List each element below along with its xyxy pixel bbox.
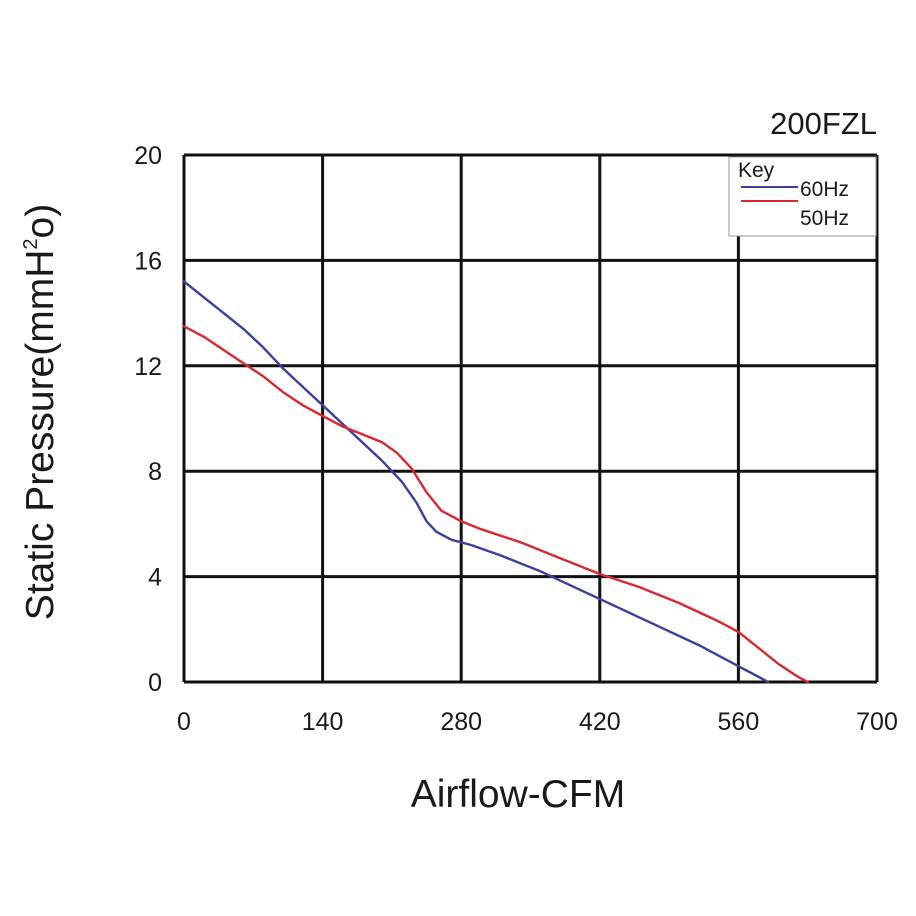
x-tick-label: 420 <box>579 708 621 736</box>
x-tick-label: 280 <box>440 708 482 736</box>
x-tick-label: 0 <box>177 708 191 736</box>
y-axis-label-main: Static Pressure(mmH <box>19 250 62 621</box>
y-tick-label: 4 <box>148 564 162 592</box>
x-axis-label: Airflow-CFM <box>411 773 625 816</box>
y-tick-label: 20 <box>134 142 162 170</box>
y-axis-label-sup: 2 <box>20 239 42 250</box>
series-line-50hz <box>182 325 809 684</box>
y-axis-label-end: o) <box>19 204 62 239</box>
series-layer <box>182 280 809 684</box>
y-tick-label: 0 <box>148 669 162 697</box>
legend-label-50hz: 50Hz <box>800 207 849 230</box>
y-tick-label: 12 <box>134 353 162 381</box>
legend-label-60hz: 60Hz <box>800 178 849 201</box>
y-tick-label: 16 <box>134 247 162 275</box>
tick-labels: 0 140 280 420 560 700 0 4 8 12 16 20 <box>134 142 898 736</box>
chart-title: 200FZL <box>770 106 877 141</box>
series-line-60hz <box>182 280 770 684</box>
legend-box <box>728 156 877 237</box>
x-tick-label: 140 <box>302 708 344 736</box>
legend: Key 60Hz 50Hz <box>728 156 877 237</box>
y-tick-label: 8 <box>148 458 162 486</box>
legend-title: Key <box>738 159 775 182</box>
grid <box>182 153 879 684</box>
x-tick-label: 700 <box>856 708 898 736</box>
x-tick-label: 560 <box>718 708 760 736</box>
y-axis-label: Static Pressure(mmH2o) <box>19 204 62 620</box>
